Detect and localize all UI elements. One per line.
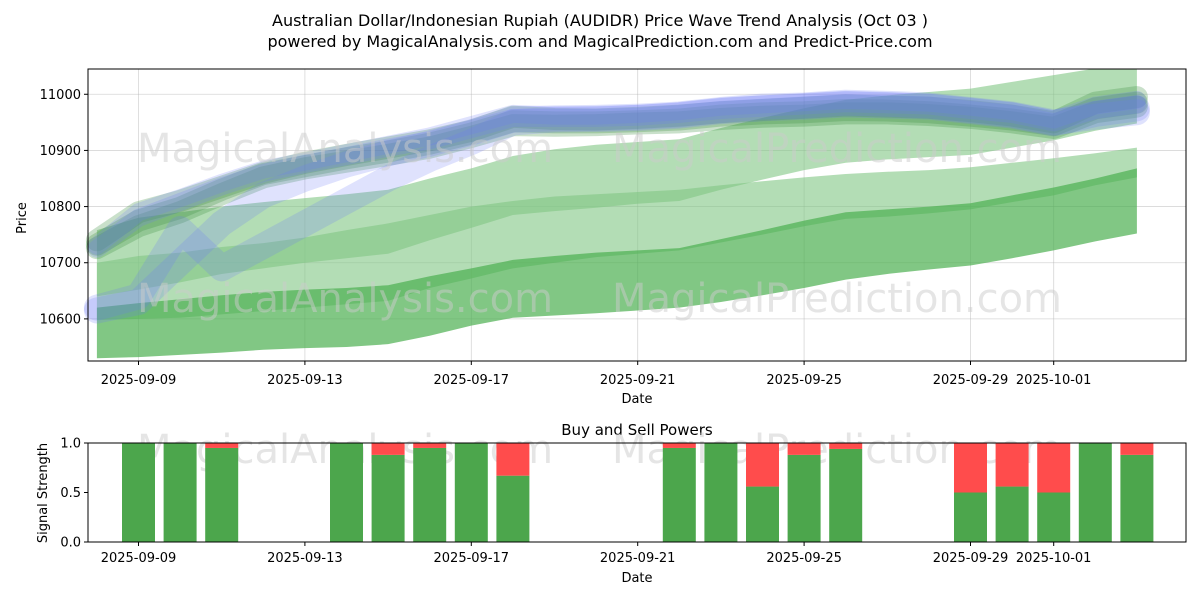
signal-chart: Buy and Sell Powers MagicalAnalysis.com … <box>36 421 1187 586</box>
price-xtick-label: 2025-09-13 <box>267 373 343 388</box>
sell-bar <box>829 443 863 449</box>
buy-bar <box>995 486 1029 542</box>
signal-xtick-label: 2025-09-09 <box>101 551 177 566</box>
buy-bar <box>122 443 155 542</box>
signal-ylabel: Signal Strength <box>36 443 51 543</box>
price-xtick-label: 2025-09-25 <box>766 373 842 388</box>
price-ytick-label: 10600 <box>40 312 81 327</box>
buy-bar <box>662 447 696 542</box>
buy-bar <box>163 443 197 542</box>
chart-title-line2: powered by MagicalAnalysis.com and Magic… <box>267 32 932 51</box>
green-path-1 <box>85 91 1148 256</box>
signal-xtick-label: 2025-09-25 <box>766 551 842 566</box>
price-ytick-label: 10700 <box>40 256 81 271</box>
buy-bar <box>704 443 738 542</box>
buy-bar <box>829 448 863 542</box>
green-band-3 <box>96 168 1137 359</box>
buy-bar <box>205 447 239 542</box>
price-xtick-label: 2025-09-09 <box>101 373 177 388</box>
buy-bar <box>1078 443 1112 542</box>
watermark-prediction-2: MagicalPrediction.com <box>612 276 1062 322</box>
price-ytick-label: 10900 <box>40 144 81 159</box>
signal-xtick-label: 2025-09-29 <box>933 551 1009 566</box>
sell-bar <box>205 443 239 448</box>
sell-bar <box>1120 443 1154 455</box>
price-xlabel: Date <box>621 392 652 407</box>
signal-xtick-label: 2025-09-17 <box>434 551 510 566</box>
price-xtick-label: 2025-09-17 <box>434 373 510 388</box>
signal-ytick-label: 1.0 <box>60 437 81 452</box>
watermark-prediction-1: MagicalPrediction.com <box>612 126 1062 172</box>
signal-chart-title: Buy and Sell Powers <box>561 421 713 439</box>
buy-bar <box>787 454 821 542</box>
buy-bar <box>954 492 987 542</box>
signal-xtick-label: 2025-09-13 <box>267 551 343 566</box>
sell-bar <box>496 443 530 476</box>
signal-ytick-label: 0.0 <box>60 536 81 551</box>
price-plot-frame <box>87 68 1187 362</box>
price-ytick-label: 11000 <box>40 88 81 103</box>
green-path-2 <box>85 86 1148 252</box>
signal-xtick-label: 2025-09-21 <box>600 551 676 566</box>
sell-bar <box>1037 443 1071 493</box>
buy-bar <box>746 486 779 542</box>
blue-path-2 <box>87 94 1146 258</box>
price-ylabel: Price <box>15 202 30 234</box>
signal-ytick-label: 0.5 <box>60 486 81 501</box>
signal-xlabel: Date <box>621 571 652 586</box>
sell-bar <box>787 443 821 455</box>
price-xtick-label: 2025-09-29 <box>933 373 1009 388</box>
buy-bar <box>413 447 447 542</box>
green-path-3 <box>85 95 1148 260</box>
sell-bar <box>413 443 447 448</box>
watermark-analysis-2: MagicalAnalysis.com <box>137 276 553 322</box>
buy-bar <box>330 443 363 542</box>
price-chart: MagicalAnalysis.com MagicalPrediction.co… <box>15 68 1187 407</box>
blue-path-1 <box>87 90 1146 255</box>
price-xtick-label: 2025-09-21 <box>600 373 676 388</box>
buy-bar <box>454 443 488 542</box>
blue-path-4 <box>83 89 1150 324</box>
buy-bar <box>1037 492 1071 542</box>
blue-path-3 <box>83 91 1150 321</box>
price-xtick-label: 2025-10-01 <box>1016 373 1092 388</box>
chart-title-line1: Australian Dollar/Indonesian Rupiah (AUD… <box>272 11 928 30</box>
sell-bar <box>995 443 1029 487</box>
buy-bar <box>371 454 405 542</box>
buy-bar <box>1120 454 1154 542</box>
signal-xtick-label: 2025-10-01 <box>1016 551 1092 566</box>
watermark-analysis-1: MagicalAnalysis.com <box>137 126 553 172</box>
price-ytick-label: 10800 <box>40 200 81 215</box>
sell-bar <box>954 443 987 493</box>
sell-bar <box>662 443 696 448</box>
sell-bar <box>371 443 405 455</box>
green-band-2 <box>96 147 1137 321</box>
sell-bar <box>746 443 779 487</box>
buy-bar <box>496 475 530 542</box>
